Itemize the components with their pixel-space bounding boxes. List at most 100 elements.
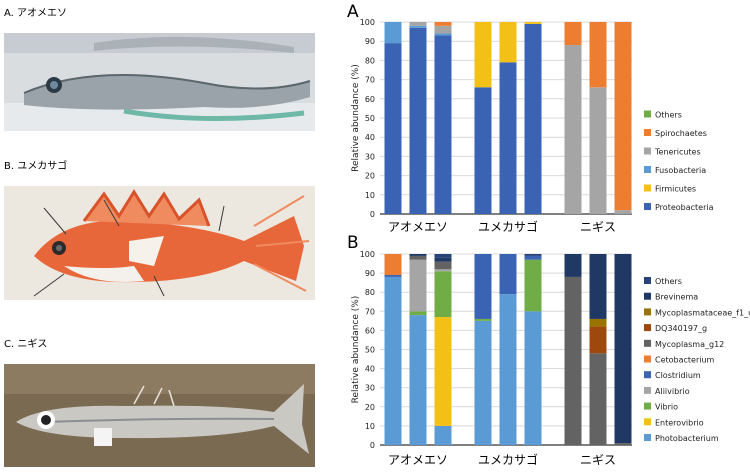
bar-segment-a-4-0 [499,62,517,214]
legend-label-a-4: Spirochaetes [655,129,707,138]
fish-photo-yumekasago [4,186,315,300]
bar-segment-a-8-3 [614,210,632,214]
legend-label-a-2: Fusobacteria [655,166,706,175]
bar-segment-b-5-0 [524,311,542,445]
photo-label-a: A. アオメエソ [4,8,68,19]
group-label-a-1: ユメカサゴ [478,219,538,234]
bar-segment-b-5-2 [524,259,542,312]
bar-segment-b-0-4 [384,275,402,277]
bar-segment-b-1-3 [409,259,427,312]
legend-label-b-1: Enterovibrio [655,418,704,427]
legend-label-b-9: Brevinema [655,293,698,302]
group-label-b-0: アオメエソ [388,453,448,467]
y-tick-label-b: 100 [360,250,375,259]
photo-label-c: C. ニギス [4,339,48,350]
legend-label-a-3: Tenericutes [654,148,701,157]
bar-segment-a-2-2 [434,33,452,36]
y-tick-label-a: 0 [370,210,375,219]
y-tick-label-a: 40 [365,133,375,142]
legend-label-b-0: Photobacterium [655,434,719,443]
legend-label-b-8: Mycoplasmataceae_f1_uc [655,308,750,317]
bar-segment-a-8-4 [614,22,632,211]
bar-segment-b-0-5 [384,254,402,276]
bar-segment-a-1-2 [409,25,427,28]
group-label-b-2: ニギス [580,453,616,467]
panel-letter-a: A [347,2,359,22]
group-label-a-2: ニギス [580,220,616,234]
bar-segment-a-5-0 [524,23,542,215]
y-tick-label-a: 30 [365,152,375,161]
bar-segment-a-6-3 [564,45,582,214]
bar-segment-b-2-9 [434,257,452,262]
legend-swatch-a-3 [644,147,651,155]
bar-segment-b-4-4 [499,254,517,295]
photo-label-b: B. ユメカサゴ [4,161,68,172]
bar-segment-b-6-6 [564,276,582,445]
bar-segment-b-1-2 [409,311,427,316]
y-axis-label-a: Relative abundance (%) [351,64,361,172]
bar-segment-a-7-3 [589,87,607,214]
bar-segment-b-5-4 [524,255,542,260]
bar-segment-a-5-1 [524,22,542,24]
y-tick-label-b: 50 [365,346,375,355]
group-label-b-1: ユメカサゴ [478,452,538,467]
bar-segment-b-8-6 [614,443,632,445]
bar-segment-b-7-7 [589,326,607,354]
y-tick-label-b: 70 [365,307,375,316]
bar-segment-a-2-4 [434,22,452,26]
group-label-a-0: アオメエソ [388,220,448,234]
y-tick-label-b: 0 [370,441,375,450]
bar-segment-b-7-8 [589,318,607,327]
y-tick-label-a: 60 [365,95,375,104]
bar-segment-b-3-4 [474,254,492,319]
fish-photo-aomeeso [4,33,315,131]
legend-swatch-b-7 [644,324,651,332]
y-tick-label-a: 10 [365,191,375,200]
bar-segment-a-0-2 [384,22,402,44]
y-tick-label-a: 50 [365,114,375,123]
legend-label-a-0: Proteobacteria [655,203,714,212]
bar-segment-b-2-2 [434,271,452,318]
legend-swatch-b-10 [644,277,651,284]
bar-segment-a-6-4 [564,22,582,46]
y-tick-label-b: 20 [365,403,375,412]
legend-label-b-5: Cetobacterium [655,356,715,365]
bar-segment-a-3-0 [474,87,492,214]
legend-swatch-b-5 [644,355,651,363]
bar-segment-b-1-9 [409,254,427,256]
bar-segment-b-0-0 [384,276,402,445]
y-tick-label-b: 10 [365,422,375,431]
y-tick-label-b: 90 [365,269,375,278]
bar-segment-b-2-1 [434,317,452,426]
bar-segment-a-0-0 [384,43,402,215]
y-tick-label-a: 80 [365,56,375,65]
legend-label-a-5: Others [655,111,682,120]
legend-label-b-7: DQ340197_g [655,324,707,333]
legend-swatch-a-1 [644,184,651,192]
bar-segment-b-3-2 [474,318,492,321]
bar-segment-b-2-10 [434,254,452,258]
bar-segment-a-4-1 [499,22,517,63]
y-tick-label-a: 90 [365,37,375,46]
legend-swatch-b-8 [644,308,651,316]
bar-segment-b-1-6 [409,255,427,260]
y-tick-label-b: 40 [365,365,375,374]
y-tick-label-a: 20 [365,172,375,181]
y-tick-label-b: 60 [365,326,375,335]
bar-segment-b-2-0 [434,425,452,445]
fish-photo-nigisu [4,364,315,467]
legend-swatch-b-4 [644,371,651,379]
bar-segment-b-2-3 [434,269,452,272]
bar-segment-a-1-3 [409,22,427,26]
bar-segment-b-7-9 [589,254,607,319]
bar-segment-b-1-0 [409,315,427,445]
bar-segment-b-7-6 [589,353,607,445]
legend-label-a-1: Firmicutes [655,185,696,194]
bar-segment-b-8-9 [614,254,632,444]
bar-segment-a-3-1 [474,22,492,88]
legend-label-b-3: Aliivibrio [655,387,690,396]
bar-segment-a-2-0 [434,35,452,214]
legend-swatch-b-3 [644,386,651,394]
legend-swatch-b-2 [644,402,651,410]
